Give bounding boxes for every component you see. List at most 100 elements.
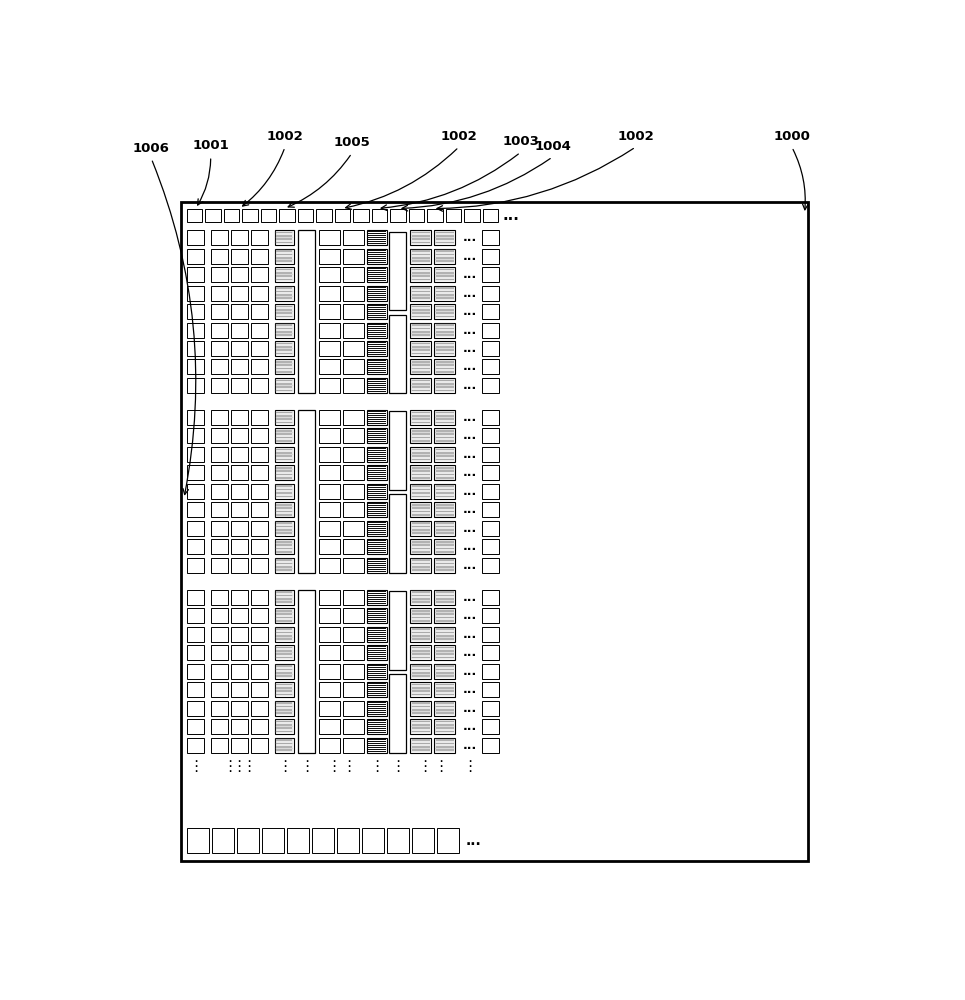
Bar — [368, 387, 386, 388]
Bar — [251, 645, 268, 660]
Bar — [368, 685, 386, 686]
Bar — [412, 346, 429, 348]
Bar — [368, 693, 386, 694]
Bar — [231, 590, 248, 605]
Bar — [412, 653, 429, 655]
Bar — [390, 209, 405, 222]
Text: ...: ... — [462, 360, 477, 373]
Bar — [276, 455, 292, 457]
Bar — [276, 287, 292, 289]
Bar — [436, 380, 454, 381]
Bar — [368, 522, 386, 523]
Bar — [210, 378, 228, 393]
Bar — [231, 447, 248, 462]
Bar — [276, 635, 292, 637]
Text: ...: ... — [503, 208, 519, 223]
Bar — [436, 496, 454, 497]
Bar — [436, 702, 454, 704]
Bar — [276, 628, 292, 630]
Bar — [436, 724, 454, 726]
Bar — [482, 304, 499, 319]
Bar — [368, 532, 386, 533]
Bar — [436, 514, 454, 516]
Bar — [482, 701, 499, 716]
Text: 1006: 1006 — [133, 142, 170, 155]
Bar — [368, 521, 387, 536]
Bar — [344, 249, 364, 264]
Bar — [187, 286, 204, 301]
Text: ...: ... — [462, 485, 477, 498]
Bar — [344, 359, 364, 374]
Bar — [436, 371, 454, 373]
Bar — [368, 743, 386, 744]
Bar — [368, 346, 386, 347]
Bar — [368, 326, 386, 327]
Bar — [187, 249, 204, 264]
Bar — [390, 494, 406, 573]
Bar — [464, 209, 480, 222]
Text: 1002: 1002 — [618, 130, 654, 143]
Bar — [276, 492, 292, 494]
Bar — [412, 690, 429, 692]
Bar — [231, 701, 248, 716]
Bar — [368, 658, 386, 659]
Bar — [436, 489, 454, 490]
Bar — [410, 304, 431, 319]
Bar — [368, 751, 386, 752]
Bar — [276, 272, 292, 274]
Bar — [436, 526, 454, 527]
Bar — [412, 548, 429, 549]
Bar — [187, 465, 204, 480]
Bar — [368, 617, 386, 618]
Bar — [410, 608, 431, 623]
Bar — [412, 415, 429, 417]
Bar — [412, 492, 429, 494]
Bar — [276, 514, 292, 516]
Bar — [436, 386, 454, 388]
Bar — [412, 702, 429, 704]
Bar — [187, 341, 204, 356]
Bar — [434, 682, 455, 697]
Bar — [276, 306, 292, 307]
Bar — [412, 569, 429, 571]
Bar — [410, 249, 431, 264]
Bar — [276, 275, 292, 277]
Bar — [436, 334, 454, 336]
Bar — [368, 493, 386, 494]
Bar — [368, 258, 386, 259]
Bar — [276, 331, 292, 333]
Text: ...: ... — [462, 448, 477, 461]
Bar — [410, 719, 431, 734]
Bar — [446, 209, 461, 222]
Bar — [410, 465, 431, 480]
Bar — [436, 368, 454, 369]
Bar — [275, 267, 294, 282]
Bar — [368, 470, 386, 471]
Bar — [434, 428, 455, 443]
Bar — [368, 231, 386, 232]
Bar — [436, 657, 454, 658]
Bar — [276, 371, 292, 373]
Bar — [319, 521, 340, 536]
Text: ...: ... — [462, 739, 477, 752]
Bar — [368, 435, 386, 436]
Bar — [368, 613, 386, 614]
Bar — [436, 507, 454, 509]
Bar — [434, 341, 455, 356]
Bar — [368, 595, 386, 596]
Bar — [436, 610, 454, 612]
Bar — [261, 209, 276, 222]
Bar — [276, 669, 292, 670]
Bar — [368, 677, 386, 678]
Bar — [344, 682, 364, 697]
Bar — [368, 628, 386, 629]
Bar — [368, 593, 386, 594]
Bar — [231, 608, 248, 623]
Bar — [276, 702, 292, 704]
Bar — [436, 551, 454, 553]
Bar — [368, 503, 386, 504]
Bar — [368, 311, 386, 312]
Bar — [368, 563, 386, 564]
Bar — [368, 350, 386, 351]
Bar — [276, 706, 292, 707]
